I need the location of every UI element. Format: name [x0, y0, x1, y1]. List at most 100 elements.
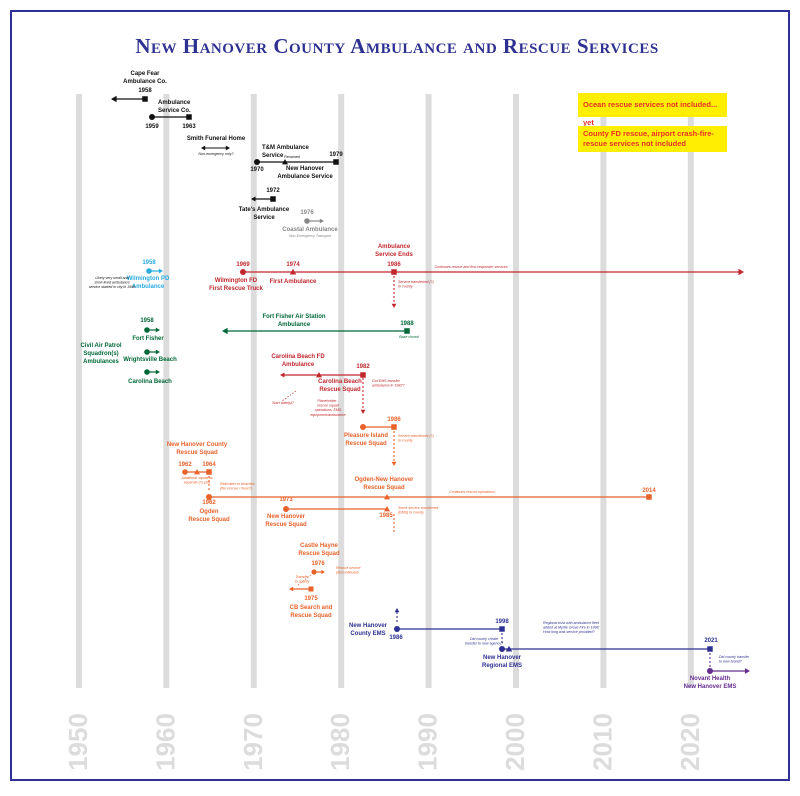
- label-y2014: 2014: [642, 488, 656, 494]
- event-dot: [206, 494, 212, 500]
- event-square: [360, 372, 366, 378]
- label-y1959: 1959: [145, 124, 159, 130]
- arrowhead: [222, 327, 228, 335]
- label-ffas-line: Fort Fisher Air Station: [262, 314, 325, 320]
- label-wilmpd-line: Ambulance: [132, 284, 165, 290]
- label-capefear-line: Ambulance Co.: [123, 79, 167, 85]
- label-cbfd-line: Ambulance: [282, 362, 315, 368]
- label-start_note: Start date(s)?: [272, 401, 294, 405]
- page-title: New Hanover County Ambulance and Rescue …: [135, 34, 658, 58]
- note-county-fd-rescue: County FD rescue, airport crash-fire-res…: [578, 126, 727, 152]
- label-pirs-line: Rescue Squad: [345, 441, 387, 447]
- label-cbsr_note: Transfer to county: [295, 575, 310, 584]
- event-triangle: [384, 506, 390, 512]
- label-nhrems-line: New Hanover: [483, 655, 522, 661]
- label-ogden: Ogden Rescue Squad: [188, 509, 230, 523]
- timeline-marks: [111, 95, 750, 674]
- decade-axis-labels: 1950 1960 1970 1980 1990 2000 2010 2020: [63, 713, 705, 771]
- label-y1976b: 1976: [311, 561, 325, 567]
- label-onh_merge: Some service transferred (EMS) to county: [398, 506, 439, 515]
- label-capefear-line: Cape Fear: [130, 71, 160, 77]
- arrowhead: [155, 369, 160, 375]
- label-y1958b: 1958: [140, 318, 154, 324]
- label-nhcrs_note-line: separate (?) (28): [184, 481, 211, 485]
- label-cap: Civil Air Patrol Squadron(s) Ambulances: [80, 343, 121, 365]
- arrowhead: [394, 608, 400, 613]
- label-y1974: 1974: [286, 262, 300, 268]
- label-wrightsville: Wrightsville Beach: [123, 357, 177, 363]
- arrowhead: [360, 409, 366, 414]
- label-nhrs-line: Rescue Squad: [265, 522, 307, 528]
- label-cbrs_note-line: Got EMS transfer: [372, 379, 401, 383]
- label-y1958a: 1958: [138, 88, 152, 94]
- decade-label: 1950: [63, 713, 93, 771]
- label-regional_note: Regional trust with ambulance fleet added…: [543, 621, 600, 634]
- event-dot: [707, 668, 713, 674]
- decade-label: 1990: [413, 713, 443, 771]
- event-dot: [144, 369, 150, 375]
- label-onh: Ogden-New Hanover Rescue Squad: [354, 477, 414, 491]
- label-onh_merge-line: (EMS) to county: [398, 511, 424, 515]
- label-y1979: 1979: [329, 152, 343, 158]
- label-onh-line: Ogden-New Hanover: [354, 477, 414, 483]
- label-y1982: 1982: [356, 364, 370, 370]
- label-tate-line: Service: [253, 215, 275, 221]
- label-onh_merge-line: Some service transferred: [398, 506, 439, 510]
- label-regional_note-line: Regional trust with ambulance fleet: [543, 621, 600, 625]
- event-dot: [254, 159, 260, 165]
- label-nhrs: New Hanover Rescue Squad: [265, 514, 307, 528]
- label-wfd: Wilmington FD First Rescue Truck: [209, 278, 263, 292]
- label-y1970: 1970: [250, 167, 264, 173]
- label-regional_note-line: added at Myrtle Grove Fire in 1998;: [543, 626, 600, 630]
- label-smith_note: Non-emergency only?: [198, 152, 233, 156]
- label-y1986b: 1986: [387, 417, 401, 423]
- label-y1962a: 1962: [178, 462, 192, 468]
- label-cb_placeholder-line: Placeholder -: [317, 399, 339, 403]
- label-castle_note: Rescue service (discontinued): [336, 566, 361, 575]
- event-square: [186, 114, 192, 120]
- event-triangle: [384, 494, 390, 500]
- label-wilmpd_note-line: short-lived ambulance: [94, 281, 129, 285]
- event-dot: [394, 626, 400, 632]
- label-smith: Smith Funeral Home: [187, 136, 246, 142]
- label-amb_ends-line: Service Ends: [375, 252, 413, 258]
- label-wfd-line: Wilmington FD: [215, 278, 258, 284]
- label-first_amb: First Ambulance: [270, 279, 317, 285]
- arrowhead: [319, 218, 324, 224]
- arrowhead: [289, 586, 294, 592]
- label-wfd_note-line: to county: [398, 285, 413, 289]
- label-castle: Castle Hayne Rescue Squad: [298, 543, 340, 557]
- label-base_closed: Base closed: [399, 335, 420, 339]
- label-y1988: 1988: [400, 321, 414, 327]
- decade-gridlines: [76, 94, 694, 688]
- label-nhas-line: Ambulance Service: [277, 174, 333, 180]
- label-ogden-line: Ogden: [200, 509, 219, 515]
- decade-label: 1980: [325, 713, 355, 771]
- label-pirs-line: Pleasure Island: [344, 433, 388, 439]
- label-wilmpd: Wilmington PD Ambulance: [127, 276, 170, 290]
- label-cap-line: Ambulances: [83, 359, 119, 365]
- event-triangle: [289, 268, 297, 275]
- label-wilmpd_note-line: Likely very small and: [95, 276, 129, 280]
- label-cb_placeholder-line: rescue squad: [317, 404, 340, 408]
- timeline-line: [281, 390, 297, 402]
- label-pirs_note-line: to county: [398, 439, 413, 443]
- label-cbrs: Carolina Beach Rescue Squad: [318, 379, 362, 393]
- label-amb_ends: Ambulance Service Ends: [375, 244, 413, 258]
- label-regional_note-line: How long was service provided?: [543, 630, 595, 634]
- label-cbsr: CB Search and Rescue Squad: [290, 605, 333, 619]
- event-square: [142, 96, 148, 102]
- label-wfd-line: First Rescue Truck: [209, 286, 263, 292]
- event-dot: [360, 424, 366, 430]
- label-y2021: 2021: [704, 638, 718, 644]
- label-county_note-line: Did county create: [470, 637, 498, 641]
- note-ocean-rescue: Ocean rescue services not included... ye…: [578, 93, 727, 127]
- label-cb_placeholder-line: equipment/ambulance: [310, 413, 345, 417]
- arrowhead: [744, 668, 750, 674]
- label-nhcems-line: New Hanover: [349, 623, 388, 629]
- event-square: [404, 328, 410, 334]
- arrowhead: [155, 349, 160, 355]
- event-dot: [499, 646, 505, 652]
- timeline-labels: Cape Fear Ambulance Co. 1958 Ambulance Servi…: [80, 71, 750, 690]
- label-onh_cont: Continues rescue operations: [449, 490, 495, 494]
